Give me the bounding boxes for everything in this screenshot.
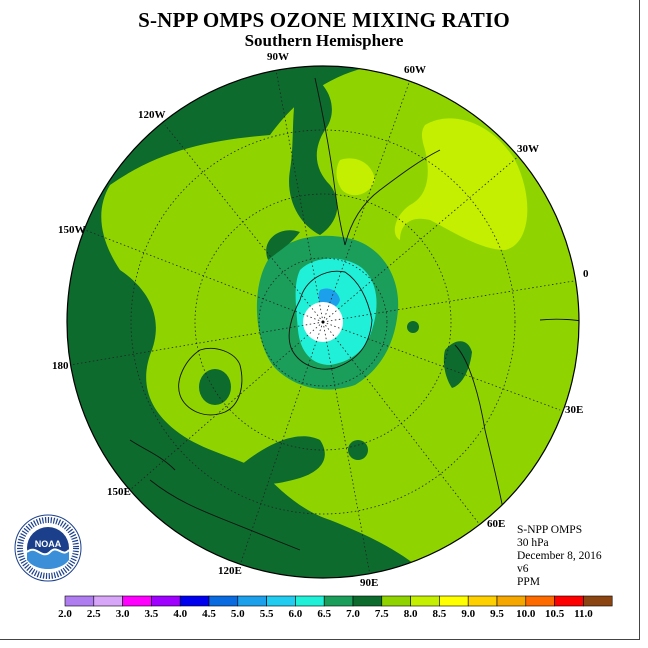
colorbar-tick-label: 5.5 [259,608,274,620]
colorbar-swatch [410,595,440,607]
colorbar-swatch [266,595,296,607]
colorbar-swatch [179,595,210,607]
colorbar-swatch [323,595,354,607]
colorbar-tick-label: 9.0 [461,608,476,620]
colorbar-swatch [237,595,267,607]
colorbar-tick-label: 3.5 [144,608,159,620]
colorbar-tick-label: 11.0 [574,608,593,620]
lon-label-30e: 30E [565,404,584,416]
colorbar-swatch [496,595,527,607]
colorbar-tick-label: 6.5 [317,608,332,620]
lon-label-0: 0 [583,268,589,280]
info-version: v6 [517,563,529,575]
lon-label-150w: 150W [58,224,86,236]
lon-label-30w: 30W [517,143,539,155]
colorbar-tick-label: 2.5 [86,608,101,620]
colorbar-swatch [208,595,239,607]
colorbar [64,595,613,607]
colorbar-tick-label: 9.5 [490,608,504,620]
colorbar-swatch [93,595,123,607]
colorbar-tick-label: 8.5 [432,608,447,620]
colorbar-tick-label: 5.0 [230,608,245,620]
colorbar-swatch [151,595,181,607]
lon-label-90e: 90E [360,577,379,589]
colorbar-tick-label: 8.0 [403,608,418,620]
lon-label-120e: 120E [218,565,242,577]
info-level: 30 hPa [517,537,549,549]
lon-label-150e: 150E [107,486,131,498]
logo-text: NOAA [35,539,62,549]
lon-label-180: 180 [52,360,69,372]
colorbar-swatch [554,595,584,607]
colorbar-swatch [467,595,498,607]
lon-label-90w: 90W [267,51,289,63]
map-subtitle: Southern Hemisphere [244,31,404,50]
colorbar-tick-label: 4.0 [173,608,188,620]
colorbar-tick-label: 10.0 [516,608,536,620]
lon-label-60e: 60E [487,518,506,530]
colorbar-tick-label: 7.0 [346,608,360,620]
colorbar-swatch [381,595,411,607]
colorbar-swatch [122,595,152,607]
colorbar-tick-label: 2.0 [58,608,72,620]
colorbar-tick-label: 7.5 [374,608,389,620]
colorbar-swatch [525,595,555,607]
ozone-field [67,66,579,578]
map-title: S-NPP OMPS OZONE MIXING RATIO [138,8,510,32]
lon-label-120w: 120W [138,109,166,121]
colorbar-tick-label: 6.0 [288,608,303,620]
colorbar-swatch [64,595,95,607]
colorbar-swatch [352,595,383,607]
colorbar-tick-label: 3.0 [115,608,130,620]
noaa-logo: NOAA [14,514,82,582]
colorbar-swatch [439,595,469,607]
colorbar-swatch [583,595,613,607]
image-frame [0,0,640,640]
info-product: S-NPP OMPS [517,524,583,536]
colorbar-tick-label: 10.5 [544,608,565,620]
lon-label-60w: 60W [404,64,426,76]
colorbar-swatch [295,595,325,607]
colorbar-tick-label: 4.5 [202,608,216,620]
info-units: PPM [517,576,541,588]
info-date: December 8, 2016 [517,550,602,562]
